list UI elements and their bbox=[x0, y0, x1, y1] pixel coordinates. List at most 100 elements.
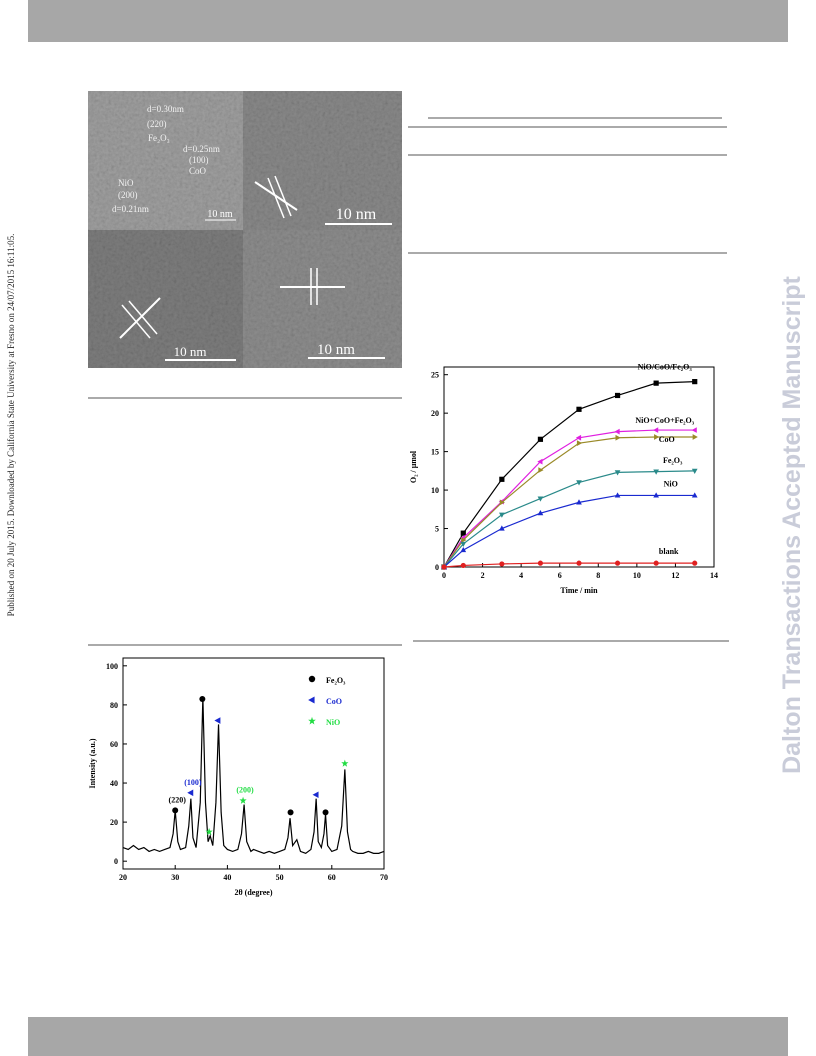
plot-frame bbox=[122, 657, 385, 870]
peak-marker bbox=[239, 796, 247, 804]
tem-label: d=0.25nm bbox=[183, 144, 220, 154]
tem-label: NiO bbox=[118, 178, 134, 188]
scale-bar-label: 10 nm bbox=[207, 209, 233, 220]
data-point bbox=[653, 492, 660, 498]
scale-bar-label: 10 nm bbox=[336, 206, 377, 223]
peak-marker bbox=[214, 717, 221, 724]
y-tick-label: 20 bbox=[110, 818, 118, 827]
tem-panel bbox=[88, 230, 243, 368]
tem-label: (200) bbox=[118, 190, 138, 200]
tem-label: d=0.30nm bbox=[147, 104, 184, 114]
series-line bbox=[443, 470, 695, 568]
series-label: blank bbox=[659, 547, 679, 556]
x-tick-label: 20 bbox=[119, 873, 127, 882]
data-point bbox=[499, 561, 505, 567]
series-label: NiO bbox=[664, 479, 678, 488]
x-tick-label: 60 bbox=[328, 873, 336, 882]
series-line bbox=[443, 436, 695, 568]
data-point bbox=[575, 434, 582, 441]
data-point bbox=[576, 440, 583, 447]
data-point bbox=[692, 379, 698, 385]
tem-label: d=0.21nm bbox=[112, 204, 149, 214]
data-point bbox=[653, 560, 659, 566]
series-line bbox=[443, 429, 695, 568]
data-point bbox=[460, 562, 466, 569]
data-point bbox=[654, 434, 660, 440]
y-tick-label: 10 bbox=[431, 486, 439, 495]
series-line bbox=[122, 697, 385, 855]
x-tick-label: 0 bbox=[442, 571, 446, 580]
peak-marker bbox=[287, 809, 294, 816]
x-tick-label: 40 bbox=[223, 873, 231, 882]
peak-label: (200) bbox=[236, 786, 254, 795]
data-point bbox=[615, 434, 621, 441]
data-point bbox=[498, 525, 505, 531]
data-point bbox=[692, 560, 698, 566]
series-line bbox=[443, 381, 695, 568]
data-point bbox=[614, 470, 621, 476]
series-label: NiO/CoO/Fe₂O₃ bbox=[638, 363, 693, 372]
series-label: NiO+CoO+Fe₂O₃ bbox=[635, 416, 694, 425]
data-point bbox=[614, 392, 621, 399]
y-axis-label: Intensity (a.u.) bbox=[88, 738, 97, 788]
x-tick-label: 8 bbox=[596, 571, 600, 580]
y-tick-label: 20 bbox=[431, 409, 439, 418]
y-tick-label: 5 bbox=[435, 525, 439, 534]
data-point bbox=[537, 560, 544, 566]
x-tick-label: 50 bbox=[276, 873, 284, 882]
footer-bar bbox=[28, 1017, 788, 1056]
data-point bbox=[691, 492, 698, 498]
y-tick-label: 80 bbox=[110, 701, 118, 710]
tem-label: (220) bbox=[147, 119, 167, 129]
x-tick-label: 4 bbox=[519, 571, 523, 580]
x-tick-label: 6 bbox=[558, 571, 562, 580]
tem-figure bbox=[88, 91, 402, 368]
data-point bbox=[460, 530, 466, 536]
data-point bbox=[576, 406, 582, 412]
side-note: Published on 20 July 2015. Downloaded by… bbox=[6, 234, 16, 617]
legend-symbol bbox=[308, 675, 316, 683]
y-tick-label: 100 bbox=[106, 662, 118, 671]
legend-label: CoO bbox=[326, 697, 342, 706]
legend-symbol bbox=[308, 696, 315, 704]
data-point bbox=[614, 492, 621, 498]
data-point bbox=[499, 476, 505, 482]
x-axis-label: 2θ (degree) bbox=[234, 888, 272, 897]
data-point bbox=[691, 468, 698, 474]
data-point bbox=[576, 499, 582, 505]
peak-marker bbox=[322, 809, 329, 816]
peak-label: (100) bbox=[184, 778, 202, 787]
x-tick-label: 14 bbox=[710, 571, 718, 580]
x-axis-label: Time / min bbox=[560, 586, 598, 595]
data-point bbox=[653, 427, 659, 433]
data-point bbox=[653, 380, 659, 386]
data-point bbox=[460, 541, 467, 548]
y-tick-label: 60 bbox=[110, 740, 118, 749]
data-point bbox=[461, 537, 467, 543]
data-point bbox=[537, 458, 543, 465]
tem-panel bbox=[243, 230, 402, 368]
tem-overlay bbox=[119, 175, 392, 361]
series-label: Fe₂O₃ bbox=[663, 456, 683, 465]
tem-panel bbox=[88, 91, 243, 230]
watermark: Dalton Transactions Accepted Manuscript bbox=[778, 275, 806, 773]
series-line bbox=[443, 562, 695, 568]
y-tick-label: 40 bbox=[110, 779, 118, 788]
y-tick-label: 25 bbox=[431, 371, 439, 380]
tem-label: (100) bbox=[189, 155, 209, 165]
tem-panel bbox=[243, 91, 402, 230]
x-tick-label: 12 bbox=[671, 571, 679, 580]
data-point bbox=[653, 469, 660, 475]
data-point bbox=[460, 546, 467, 553]
peak-marker bbox=[205, 827, 213, 836]
peak-label: (220) bbox=[169, 795, 187, 804]
x-tick-label: 70 bbox=[380, 873, 388, 882]
x-tick-label: 2 bbox=[481, 571, 485, 580]
data-point bbox=[441, 564, 447, 570]
scale-bar-label: 10 nm bbox=[174, 344, 207, 359]
legend-label: NiO bbox=[326, 718, 340, 727]
tem-label: Fe₂O₃ bbox=[148, 133, 170, 143]
x-tick-label: 10 bbox=[633, 571, 641, 580]
